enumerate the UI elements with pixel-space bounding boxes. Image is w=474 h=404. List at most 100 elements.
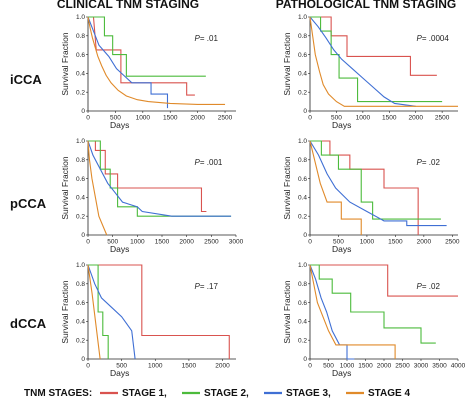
- x-tick-label: 0: [308, 363, 312, 370]
- p-value-annotation: P= .02: [417, 158, 441, 167]
- survival-curve-stage-4: [309, 16, 458, 107]
- survival-curve-stage-4: [87, 140, 108, 236]
- survival-curve-stage-2: [310, 16, 443, 103]
- y-axis-label: Survival Fraction: [60, 280, 70, 344]
- km-panel-pathological-icca: 0 0.2 0.4 0.6 0.8 1.0 0 500 1000 1500 2000 2500 Days…: [282, 14, 458, 130]
- x-tick-label: 500: [116, 363, 127, 370]
- y-tick-label: 0.4: [298, 195, 307, 202]
- y-tick-label: 0.4: [298, 319, 307, 326]
- survival-curve-stage-1: [310, 264, 458, 297]
- survival-curve-stage-3: [309, 264, 355, 360]
- y-tick-label: 0.2: [298, 213, 307, 220]
- y-tick-label: 1.0: [298, 262, 307, 269]
- y-tick-label: 1.0: [298, 14, 307, 21]
- x-tick-label: 4000: [451, 363, 466, 370]
- x-tick-label: 2500: [435, 115, 450, 122]
- survival-curve-stage-1: [88, 264, 230, 359]
- x-tick-label: 500: [331, 115, 342, 122]
- x-axis-label: Days: [332, 120, 351, 130]
- survival-curve-stage-3: [309, 16, 416, 107]
- x-tick-label: 2500: [445, 239, 460, 246]
- x-tick-label: 2500: [218, 115, 233, 122]
- km-panel-pathological-pcca: 0 0.2 0.4 0.6 0.8 1.0 0 500 1000 1500 2000 2500 Days…: [282, 138, 460, 254]
- y-axis-label: Survival Fraction: [282, 280, 292, 344]
- x-tick-label: 1000: [356, 115, 371, 122]
- y-tick-label: 0.8: [298, 33, 307, 40]
- x-axis-label: Days: [332, 368, 351, 378]
- y-tick-label: 0.8: [298, 157, 307, 164]
- x-tick-label: 1000: [340, 363, 355, 370]
- y-tick-label: 1.0: [76, 138, 85, 145]
- x-tick-label: 1000: [148, 363, 163, 370]
- survival-curve-stage-3: [87, 264, 136, 360]
- survival-curve-stage-1: [88, 140, 207, 213]
- x-tick-label: 500: [333, 239, 344, 246]
- y-tick-label: 0.6: [76, 52, 85, 59]
- survival-curve-stage-2: [310, 264, 436, 344]
- p-value-annotation: P= .0004: [417, 34, 450, 43]
- km-panel-pathological-dcca: 0 0.2 0.4 0.6 0.8 1.0 0 500 1000 1500 2000 2500 3000…: [282, 262, 466, 378]
- x-tick-label: 2500: [395, 363, 410, 370]
- x-axis-label: Days: [110, 368, 129, 378]
- row-label-pcca: pCCA: [10, 196, 47, 211]
- y-tick-label: 0: [303, 108, 307, 115]
- y-tick-label: 0: [81, 108, 85, 115]
- x-tick-label: 1500: [382, 115, 397, 122]
- x-axis-label: Days: [110, 120, 129, 130]
- x-tick-label: 500: [110, 115, 121, 122]
- y-tick-label: 0.6: [76, 176, 85, 183]
- x-tick-label: 1500: [182, 363, 197, 370]
- x-tick-label: 0: [86, 363, 90, 370]
- x-tick-label: 2500: [204, 239, 219, 246]
- y-axis-label: Survival Fraction: [60, 156, 70, 220]
- x-tick-label: 1500: [163, 115, 178, 122]
- x-axis-label: Days: [110, 244, 129, 254]
- x-tick-label: 0: [86, 239, 90, 246]
- p-value-annotation: P= .001: [195, 158, 223, 167]
- legend-label-stage-1: STAGE 1,: [122, 388, 167, 399]
- y-axis-label: Survival Fraction: [282, 32, 292, 96]
- y-axis-label: Survival Fraction: [282, 156, 292, 220]
- x-tick-label: 2000: [215, 363, 230, 370]
- column-title-clinical: CLINICAL TNM STAGING: [57, 0, 199, 11]
- x-tick-label: 2000: [179, 239, 194, 246]
- y-tick-label: 0.8: [76, 281, 85, 288]
- y-tick-label: 1.0: [76, 14, 85, 21]
- y-tick-label: 0: [303, 356, 307, 363]
- km-panel-clinical-dcca: 0 0.2 0.4 0.6 0.8 1.0 0 500 1000 1500 2000 Days Surv…: [60, 262, 236, 378]
- x-tick-label: 1000: [360, 239, 375, 246]
- y-tick-label: 0.4: [76, 195, 85, 202]
- x-tick-label: 1000: [136, 115, 151, 122]
- x-tick-label: 3500: [432, 363, 447, 370]
- y-tick-label: 0.2: [76, 213, 85, 220]
- x-tick-label: 0: [86, 115, 90, 122]
- p-value-annotation: P= .01: [195, 34, 219, 43]
- x-tick-label: 1000: [130, 239, 145, 246]
- y-tick-label: 0.6: [298, 176, 307, 183]
- x-tick-label: 1500: [358, 363, 373, 370]
- survival-curve-stage-3: [309, 140, 447, 227]
- x-tick-label: 2000: [408, 115, 423, 122]
- y-tick-label: 0: [303, 232, 307, 239]
- survival-curve-stage-2: [88, 16, 206, 77]
- row-label-icca: iCCA: [10, 72, 42, 87]
- y-tick-label: 0.8: [298, 281, 307, 288]
- y-tick-label: 0.2: [76, 337, 85, 344]
- row-label-dcca: dCCA: [10, 316, 47, 331]
- x-tick-label: 3000: [414, 363, 429, 370]
- x-tick-label: 1500: [388, 239, 403, 246]
- survival-curve-stage-1: [310, 16, 437, 76]
- survival-curve-stage-2: [88, 264, 109, 359]
- y-tick-label: 0.4: [76, 71, 85, 78]
- survival-curve-stage-4: [309, 140, 362, 235]
- x-tick-label: 0: [308, 239, 312, 246]
- y-tick-label: 1.0: [76, 262, 85, 269]
- legend-label-stage-3: STAGE 3,: [286, 388, 331, 399]
- x-tick-label: 2000: [417, 239, 432, 246]
- survival-curve-stage-2: [88, 140, 232, 217]
- survival-curve-stage-3: [87, 140, 232, 217]
- x-tick-label: 2000: [377, 363, 392, 370]
- x-tick-label: 500: [323, 363, 334, 370]
